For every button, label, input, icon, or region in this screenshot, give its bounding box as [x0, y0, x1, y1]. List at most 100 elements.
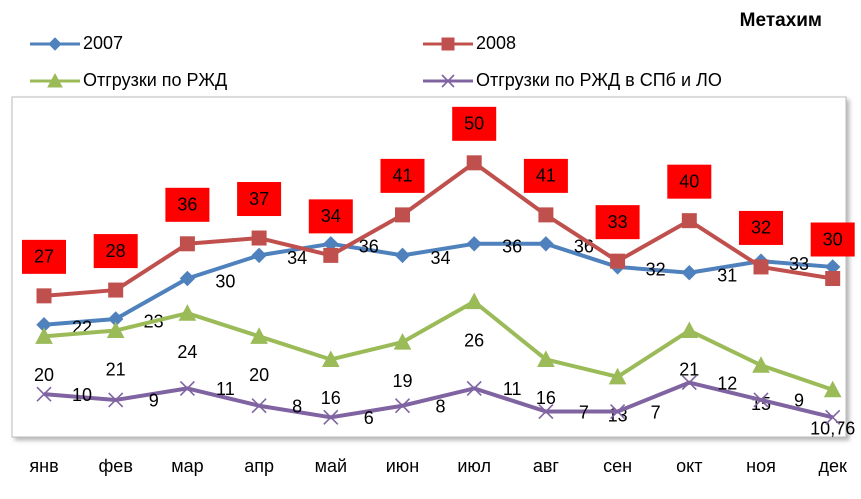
marker	[610, 403, 626, 420]
data-label-box	[380, 158, 425, 193]
marker	[538, 403, 554, 420]
data-label-box	[452, 106, 497, 141]
data-label: 20	[34, 365, 54, 385]
data-label-box	[237, 182, 282, 217]
marker	[753, 259, 769, 275]
marker	[538, 207, 554, 223]
marker	[465, 292, 484, 310]
x-tick-label: июл	[457, 456, 491, 476]
marker	[752, 356, 770, 373]
data-label: 36	[502, 237, 522, 257]
marker	[323, 247, 339, 263]
data-label: 26	[464, 330, 484, 350]
data-label: 32	[751, 218, 771, 238]
marker	[108, 392, 124, 408]
data-label: 7	[651, 402, 661, 422]
data-label-box	[22, 239, 66, 274]
marker	[753, 392, 769, 408]
data-label: 9	[794, 391, 804, 411]
data-label: 12	[717, 373, 737, 393]
data-label: 21	[679, 359, 699, 379]
marker	[441, 74, 455, 88]
marker	[179, 236, 195, 252]
data-label: 6	[364, 408, 374, 428]
data-label: 10,76	[810, 419, 855, 439]
marker	[179, 270, 196, 287]
data-label-box	[93, 234, 138, 269]
data-label: 19	[392, 371, 412, 391]
data-label: 11	[503, 379, 522, 399]
data-label: 33	[608, 212, 628, 232]
marker	[466, 236, 482, 252]
marker	[825, 271, 841, 286]
data-label-box	[308, 199, 353, 234]
marker	[251, 398, 267, 414]
marker	[537, 350, 555, 367]
x-tick-label: сен	[603, 456, 632, 476]
series-line	[43, 160, 834, 298]
data-label-box	[165, 187, 210, 222]
marker	[251, 230, 267, 246]
legend-label: 2008	[476, 33, 516, 53]
marker	[48, 37, 62, 51]
marker	[250, 327, 268, 344]
x-tick-label: фев	[99, 456, 133, 476]
marker	[179, 380, 195, 396]
x-tick-label: окт	[676, 456, 702, 476]
marker	[825, 409, 841, 425]
data-label: 9	[149, 391, 159, 411]
data-label: 36	[359, 237, 379, 257]
data-label: 30	[823, 229, 843, 249]
data-label: 8	[435, 396, 445, 416]
marker	[680, 321, 699, 339]
marker	[47, 72, 63, 88]
marker	[681, 265, 698, 281]
data-label: 24	[177, 342, 197, 362]
x-tick-label: дек	[819, 456, 848, 476]
data-label: 34	[321, 206, 341, 226]
data-label-box	[523, 158, 568, 193]
data-label: 33	[789, 254, 809, 274]
data-label: 16	[321, 388, 341, 408]
marker	[466, 155, 482, 171]
legend-label: Отгрузки по РЖД в СПб и ЛО	[476, 70, 722, 90]
data-label: 11	[216, 379, 235, 399]
x-tick-label: май	[315, 456, 347, 476]
marker	[106, 321, 125, 339]
marker	[321, 350, 340, 367]
marker	[36, 288, 52, 304]
x-tick-label: апр	[244, 456, 274, 476]
data-label: 41	[536, 166, 556, 186]
data-label-box	[739, 210, 783, 245]
data-label: 32	[646, 260, 666, 280]
series-line	[43, 241, 833, 327]
marker	[394, 247, 411, 264]
data-label-box	[667, 164, 712, 199]
data-label: 27	[34, 247, 54, 267]
data-label: 8	[292, 396, 302, 416]
data-label-box	[810, 222, 855, 257]
marker	[538, 236, 554, 252]
data-label: 16	[536, 388, 556, 408]
chart-title: Метахим	[740, 10, 822, 31]
marker	[36, 386, 52, 402]
series-line	[43, 380, 834, 420]
data-label: 36	[177, 195, 197, 215]
marker	[395, 207, 410, 223]
marker	[681, 213, 697, 229]
data-label-box	[595, 205, 640, 240]
x-tick-label: мар	[171, 456, 203, 476]
data-label: 30	[215, 271, 235, 291]
data-label: 20	[249, 365, 269, 385]
data-label: 34	[287, 248, 307, 268]
data-label: 37	[249, 189, 269, 209]
marker	[178, 304, 197, 321]
data-label: 34	[430, 248, 450, 268]
legend-label: Отгрузки по РЖД	[83, 70, 227, 90]
data-label: 50	[464, 114, 484, 134]
marker	[681, 375, 697, 391]
marker	[608, 367, 627, 385]
data-label: 41	[392, 166, 412, 186]
data-label: 7	[579, 402, 589, 422]
